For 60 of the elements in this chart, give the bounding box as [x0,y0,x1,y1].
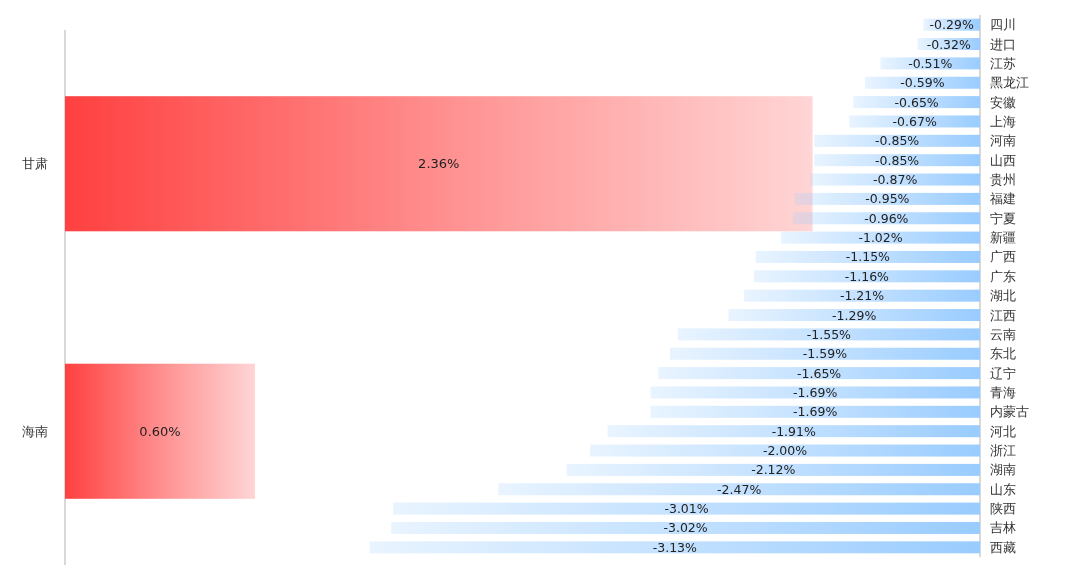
data-label: 0.60% [139,423,181,439]
y-tick-label: 山西 [990,152,1016,168]
data-label: -3.02% [663,520,708,536]
data-label: -0.29% [929,17,974,33]
data-label: -1.16% [844,268,890,284]
y-tick-label: 湖北 [990,288,1016,304]
data-label: -1.91% [771,423,817,439]
y-tick-label: 青海 [990,384,1016,400]
data-label: -0.95% [865,191,910,207]
y-tick-label: 云南 [990,326,1016,342]
y-tick-label: 内蒙古 [990,404,1029,420]
data-label: -0.87% [873,172,918,188]
data-label: -0.85% [875,152,920,168]
data-label: -2.12% [751,462,796,478]
y-tick-label: 辽宁 [990,365,1016,381]
y-tick-label: 江西 [990,307,1016,323]
y-tick-label: 河南 [990,133,1016,149]
y-tick-label: 甘肃 [22,156,48,172]
y-tick-label: 宁夏 [990,210,1016,226]
data-label: -0.96% [864,210,909,226]
y-tick-label: 上海 [990,113,1016,129]
data-label: -2.47% [717,481,762,497]
y-tick-label: 吉林 [990,520,1016,536]
data-label: -0.85% [875,133,920,149]
data-label: -1.59% [802,346,848,362]
y-tick-label: 福建 [990,191,1016,207]
y-tick-label: 河北 [990,423,1016,439]
y-tick-label: 广东 [990,268,1016,284]
data-label: -0.32% [926,36,972,52]
data-label: -0.51% [908,55,953,71]
y-tick-label: 广西 [990,249,1016,265]
y-tick-label: 海南 [22,423,48,439]
y-tick-label: 四川 [990,17,1016,33]
data-label: -1.65% [797,365,842,381]
data-label: -0.67% [892,113,937,129]
data-label: -1.02% [858,230,903,246]
y-tick-label: 黑龙江 [990,75,1029,91]
data-label: -0.65% [894,94,939,110]
data-label: -3.13% [652,539,698,555]
y-tick-label: 东北 [990,346,1016,362]
y-tick-label: 浙江 [990,443,1016,459]
data-label: -0.59% [900,75,945,91]
y-tick-label: 西藏 [990,539,1016,555]
data-label: -1.69% [793,384,838,400]
data-label: -1.15% [845,249,891,265]
y-tick-label: 贵州 [990,172,1016,188]
y-tick-label: 新疆 [990,230,1016,246]
data-label: -1.21% [839,288,885,304]
y-tick-label: 进口 [990,36,1016,52]
data-label: -2.00% [762,443,808,459]
y-tick-label: 安徽 [990,94,1016,110]
data-label: 2.36% [418,156,460,172]
data-label: -1.55% [806,326,852,342]
y-tick-label: 山东 [990,481,1016,497]
data-label: -1.29% [832,307,877,323]
data-label: -3.01% [664,501,709,517]
y-tick-label: 江苏 [990,55,1016,71]
data-label: -1.69% [793,404,838,420]
y-tick-label: 湖南 [990,462,1016,478]
y-tick-label: 陕西 [990,501,1016,517]
